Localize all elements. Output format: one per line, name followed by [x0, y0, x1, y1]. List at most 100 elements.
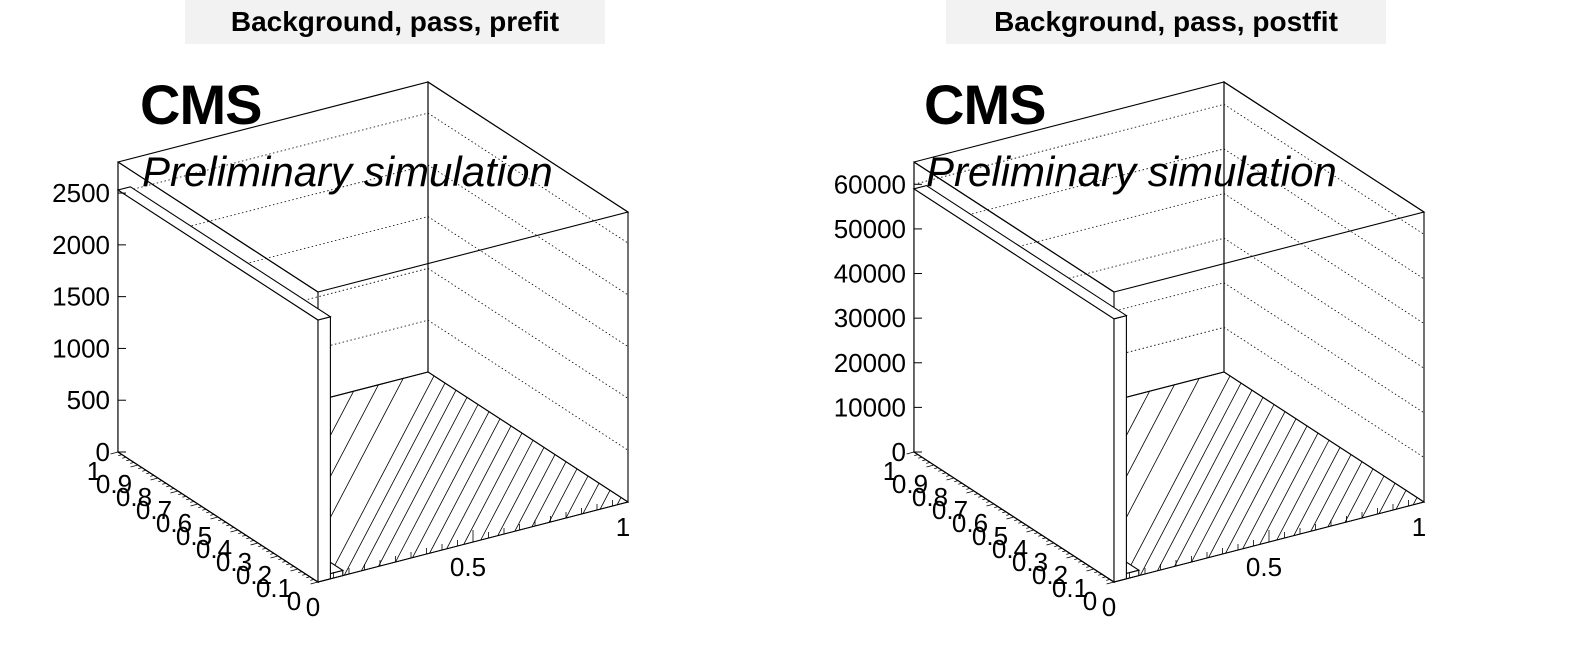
floor-hatch	[497, 447, 545, 536]
y-tick	[1082, 563, 1087, 566]
y-tick	[166, 485, 171, 488]
y-tick	[250, 542, 259, 546]
floor-hatch	[1157, 390, 1253, 571]
y-tick-label: 0.4	[196, 534, 232, 564]
y-tick	[906, 451, 915, 455]
grid-line	[913, 282, 1425, 414]
floor-hatch	[1122, 375, 1231, 580]
z-tick-label: 0	[96, 437, 110, 467]
right-chart-panel: Background, pass, postfit 0 10000 20000 300…	[796, 0, 1592, 672]
y-tick	[1102, 576, 1107, 579]
y-tick	[198, 506, 203, 508]
y-tick	[218, 519, 223, 521]
y-tick	[262, 547, 267, 550]
grid-line	[117, 112, 629, 244]
y-tick	[146, 472, 151, 475]
y-tick	[1022, 524, 1027, 527]
grid-line	[913, 326, 1425, 458]
y-tick-label: 1	[87, 456, 101, 486]
floor-hatch	[480, 440, 534, 541]
floor-hatch	[1327, 461, 1363, 527]
y-tick	[922, 459, 927, 462]
y-tick	[1006, 516, 1015, 520]
y-tick	[202, 508, 207, 511]
y-tick-label: 0.2	[236, 560, 272, 590]
floor-hatch	[599, 490, 611, 510]
floor-hatch	[1191, 404, 1275, 563]
z-tick-label: 1500	[52, 282, 110, 312]
floor-hatch	[463, 432, 523, 545]
bar-front	[1113, 314, 1127, 583]
floor-hatch	[616, 497, 622, 505]
y-tick	[986, 503, 995, 507]
y-tick	[290, 568, 299, 572]
y-tick	[226, 524, 231, 527]
y-tick	[934, 467, 939, 469]
x-tick-label: 0.5	[450, 552, 486, 582]
y-tick	[1106, 579, 1111, 581]
y-tick	[1014, 519, 1019, 521]
floor-hatch	[1242, 425, 1308, 549]
y-tick	[1078, 560, 1083, 563]
y-tick	[994, 506, 999, 508]
floor-hatch	[412, 411, 490, 558]
box-top-edge	[317, 81, 630, 293]
y-tick-label: 1	[883, 456, 897, 486]
histogram-bar	[912, 185, 1128, 584]
y-tick	[1006, 514, 1011, 516]
y-tick	[306, 576, 311, 579]
bar-top	[116, 186, 332, 321]
y-tick	[954, 480, 959, 482]
y-tick	[1066, 555, 1075, 559]
y-tick	[130, 462, 135, 464]
y-tick	[286, 563, 291, 566]
x-tick-label: 1	[1412, 512, 1426, 542]
y-tick	[978, 495, 983, 498]
box-top-edge	[117, 161, 319, 293]
y-tick-label: 0.3	[1012, 547, 1048, 577]
y-tick	[266, 550, 271, 553]
lego-plot-svg: 010000200003000040000500006000000.10.20.…	[834, 80, 1426, 622]
box-top-edge	[913, 161, 1115, 293]
x-tick-label: 0	[306, 592, 320, 622]
y-tick	[222, 521, 227, 524]
y-tick	[282, 560, 287, 563]
lego-plot-svg: 0500100015002000250000.10.20.30.40.50.60…	[52, 80, 630, 622]
floor-hatch	[1310, 454, 1352, 532]
box-top-edge	[1113, 81, 1426, 293]
y-tick	[1054, 545, 1059, 547]
y-tick	[1034, 532, 1039, 534]
y-tick	[1086, 566, 1091, 568]
y-tick	[938, 469, 943, 472]
y-tick	[190, 501, 195, 503]
y-tick	[178, 493, 183, 495]
y-tick	[190, 503, 199, 507]
x-tick-label: 0.5	[1246, 552, 1282, 582]
y-tick	[1026, 527, 1031, 529]
grid-line	[117, 319, 629, 451]
y-tick	[1058, 547, 1063, 550]
floor-hatch	[531, 461, 567, 527]
y-tick	[1098, 573, 1103, 576]
floor-hatch	[1174, 397, 1264, 567]
z-tick-label: 2000	[52, 230, 110, 260]
y-tick	[966, 490, 975, 494]
y-tick	[1038, 534, 1043, 537]
y-tick	[946, 475, 951, 477]
side-wall	[427, 80, 629, 504]
floor-hatch	[1395, 490, 1407, 510]
grid-line	[913, 103, 1425, 235]
y-tick-label: 0.7	[932, 495, 968, 525]
y-tick	[110, 451, 119, 455]
floor-hatch	[1139, 382, 1242, 576]
y-tick-label: 0.1	[1052, 573, 1088, 603]
y-tick	[1046, 540, 1051, 542]
x-tick-label: 1	[616, 512, 630, 542]
chart-title: Background, pass, postfit	[946, 0, 1386, 44]
floor-hatch	[1344, 468, 1374, 523]
side-wall	[1223, 80, 1425, 504]
floor-hatch	[1412, 497, 1418, 505]
floor-hatch	[514, 454, 556, 532]
y-tick-label: 0.8	[116, 482, 152, 512]
grid-line	[117, 216, 629, 347]
